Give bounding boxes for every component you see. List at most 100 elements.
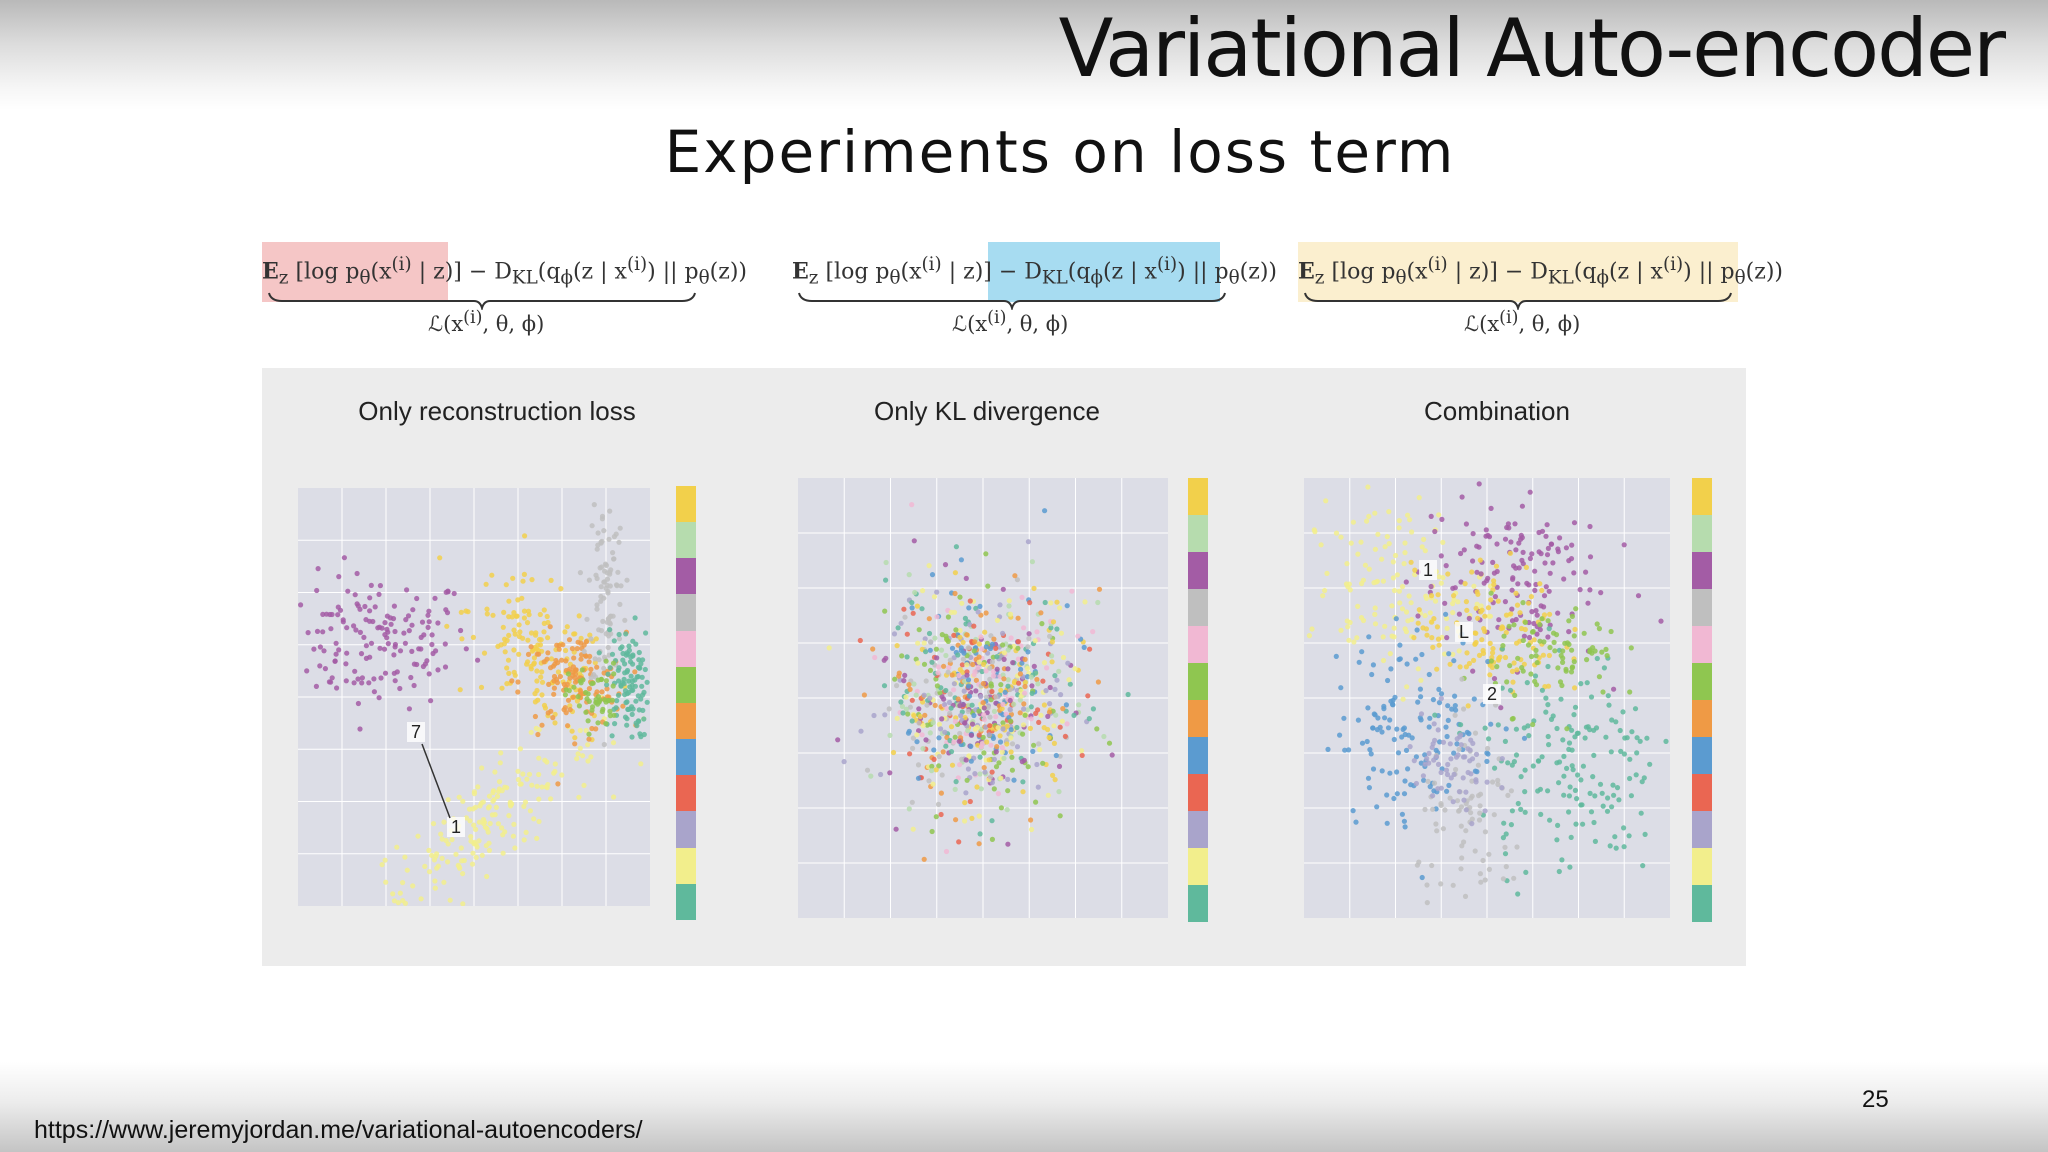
scatter-point — [985, 583, 991, 589]
scatter-point — [951, 739, 957, 745]
scatter-point — [1539, 754, 1545, 760]
scatter-point — [557, 673, 563, 680]
scatter-point — [400, 898, 406, 904]
scatter-point — [1004, 807, 1010, 813]
scatter-point — [931, 747, 937, 753]
scatter-point — [952, 734, 958, 740]
scatter-point — [1627, 775, 1633, 782]
scatter-point — [1627, 756, 1633, 762]
scatter-point — [1639, 779, 1645, 785]
scatter-point — [1063, 702, 1069, 708]
scatter-point — [898, 620, 904, 626]
scatter-point — [420, 663, 426, 670]
scatter-point — [516, 651, 522, 657]
scatter-point — [1395, 750, 1402, 756]
scatter-point — [1470, 531, 1476, 537]
scatter-point — [1366, 634, 1372, 640]
scatter-point — [1060, 654, 1067, 661]
scatter-point — [952, 590, 958, 597]
scatter-point — [424, 658, 430, 664]
scatter-point — [592, 656, 598, 662]
scatter-point — [1009, 754, 1015, 760]
scatter-point — [1470, 558, 1476, 564]
scatter-point — [1386, 509, 1392, 515]
scatter-point — [1475, 615, 1481, 621]
scatter-point — [1020, 731, 1026, 737]
scatter-point — [1470, 668, 1476, 674]
underbrace — [1304, 292, 1732, 310]
scatter-point — [1051, 723, 1057, 729]
scatter-point — [1033, 799, 1039, 805]
scatter-point — [1473, 779, 1479, 785]
scatter-point — [1081, 644, 1087, 650]
scatter-point — [926, 778, 932, 784]
scatter-point — [955, 652, 961, 658]
scatter-point — [1408, 600, 1414, 606]
scatter-point — [1040, 760, 1046, 766]
scatter-point — [588, 754, 594, 760]
scatter-point — [609, 651, 616, 657]
scatter-point — [903, 694, 909, 700]
scatter-point — [1501, 633, 1507, 639]
scatter-point — [1397, 600, 1403, 606]
scatter-point — [609, 733, 615, 739]
scatter-point — [1022, 690, 1028, 696]
scatter-point — [362, 603, 368, 610]
scatter-point — [909, 600, 915, 606]
scatter-point — [1012, 573, 1018, 579]
scatter-point — [629, 711, 635, 717]
scatter-point — [979, 646, 985, 652]
scatter-point — [921, 661, 928, 667]
colorbar-segment — [676, 811, 696, 848]
scatter-point — [463, 646, 469, 652]
scatter-point — [1379, 729, 1385, 735]
scatter-point — [929, 659, 935, 665]
scatter-point — [1528, 594, 1534, 600]
source-link[interactable]: https://www.jeremyjordan.me/variational-… — [34, 1116, 643, 1144]
scatter-point — [1541, 593, 1548, 599]
scatter-point — [1523, 869, 1529, 875]
scatter-point — [1513, 616, 1519, 623]
scatter-point — [1485, 745, 1491, 752]
scatter-point — [900, 710, 906, 716]
scatter-point — [1020, 779, 1026, 785]
equation-reconstruction: Ez [log pθ(x(i) | z)] − DKL(qϕ(z | x(i))… — [262, 240, 747, 340]
scatter-point — [1570, 767, 1576, 773]
scatter-point — [586, 731, 592, 737]
scatter-point — [571, 655, 577, 661]
scatter-point — [1445, 761, 1451, 768]
scatter-point — [826, 645, 832, 651]
scatter-point — [1384, 820, 1390, 826]
scatter-point — [578, 656, 584, 662]
scatter-point — [460, 871, 466, 877]
scatter-point — [1432, 712, 1438, 718]
scatter-point — [1502, 599, 1508, 605]
scatter-point — [1387, 770, 1393, 776]
scatter-point — [548, 656, 555, 662]
scatter-point — [1511, 622, 1517, 628]
scatter-point — [534, 835, 540, 841]
scatter-point — [1001, 676, 1007, 682]
colorbar-segment — [1188, 737, 1208, 774]
scatter-point — [957, 634, 963, 640]
scatter-point — [1591, 752, 1597, 758]
scatter-point — [534, 668, 540, 674]
scatter-point — [435, 620, 441, 626]
scatter-point — [1443, 767, 1450, 773]
scatter-point — [1005, 683, 1011, 689]
scatter-point — [1502, 851, 1509, 857]
scatter-point — [418, 646, 424, 652]
scatter-point — [1306, 633, 1312, 639]
scatter-point — [408, 674, 414, 681]
scatter-point — [907, 704, 913, 710]
scatter-point — [511, 610, 517, 616]
scatter-point — [978, 786, 984, 792]
scatter-point — [1358, 615, 1365, 621]
scatter-point — [603, 678, 609, 684]
scatter-point — [521, 837, 527, 843]
scatter-point — [403, 617, 409, 623]
scatter-point — [1488, 658, 1494, 664]
scatter-point — [351, 680, 357, 686]
scatter-point — [887, 732, 893, 738]
scatter-point — [607, 708, 613, 714]
